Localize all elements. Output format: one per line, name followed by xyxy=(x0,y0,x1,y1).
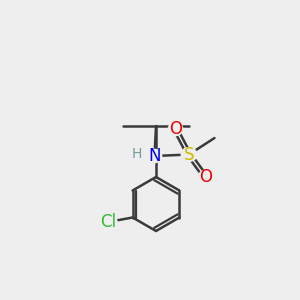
Text: H: H xyxy=(132,147,142,160)
Ellipse shape xyxy=(181,148,197,161)
Ellipse shape xyxy=(198,170,213,184)
Ellipse shape xyxy=(147,149,162,163)
Text: S: S xyxy=(184,146,194,164)
Text: O: O xyxy=(169,120,182,138)
Text: O: O xyxy=(199,168,212,186)
Ellipse shape xyxy=(168,122,183,136)
Ellipse shape xyxy=(130,148,144,160)
Text: N: N xyxy=(148,147,161,165)
Text: Cl: Cl xyxy=(100,213,116,231)
Ellipse shape xyxy=(99,215,117,229)
